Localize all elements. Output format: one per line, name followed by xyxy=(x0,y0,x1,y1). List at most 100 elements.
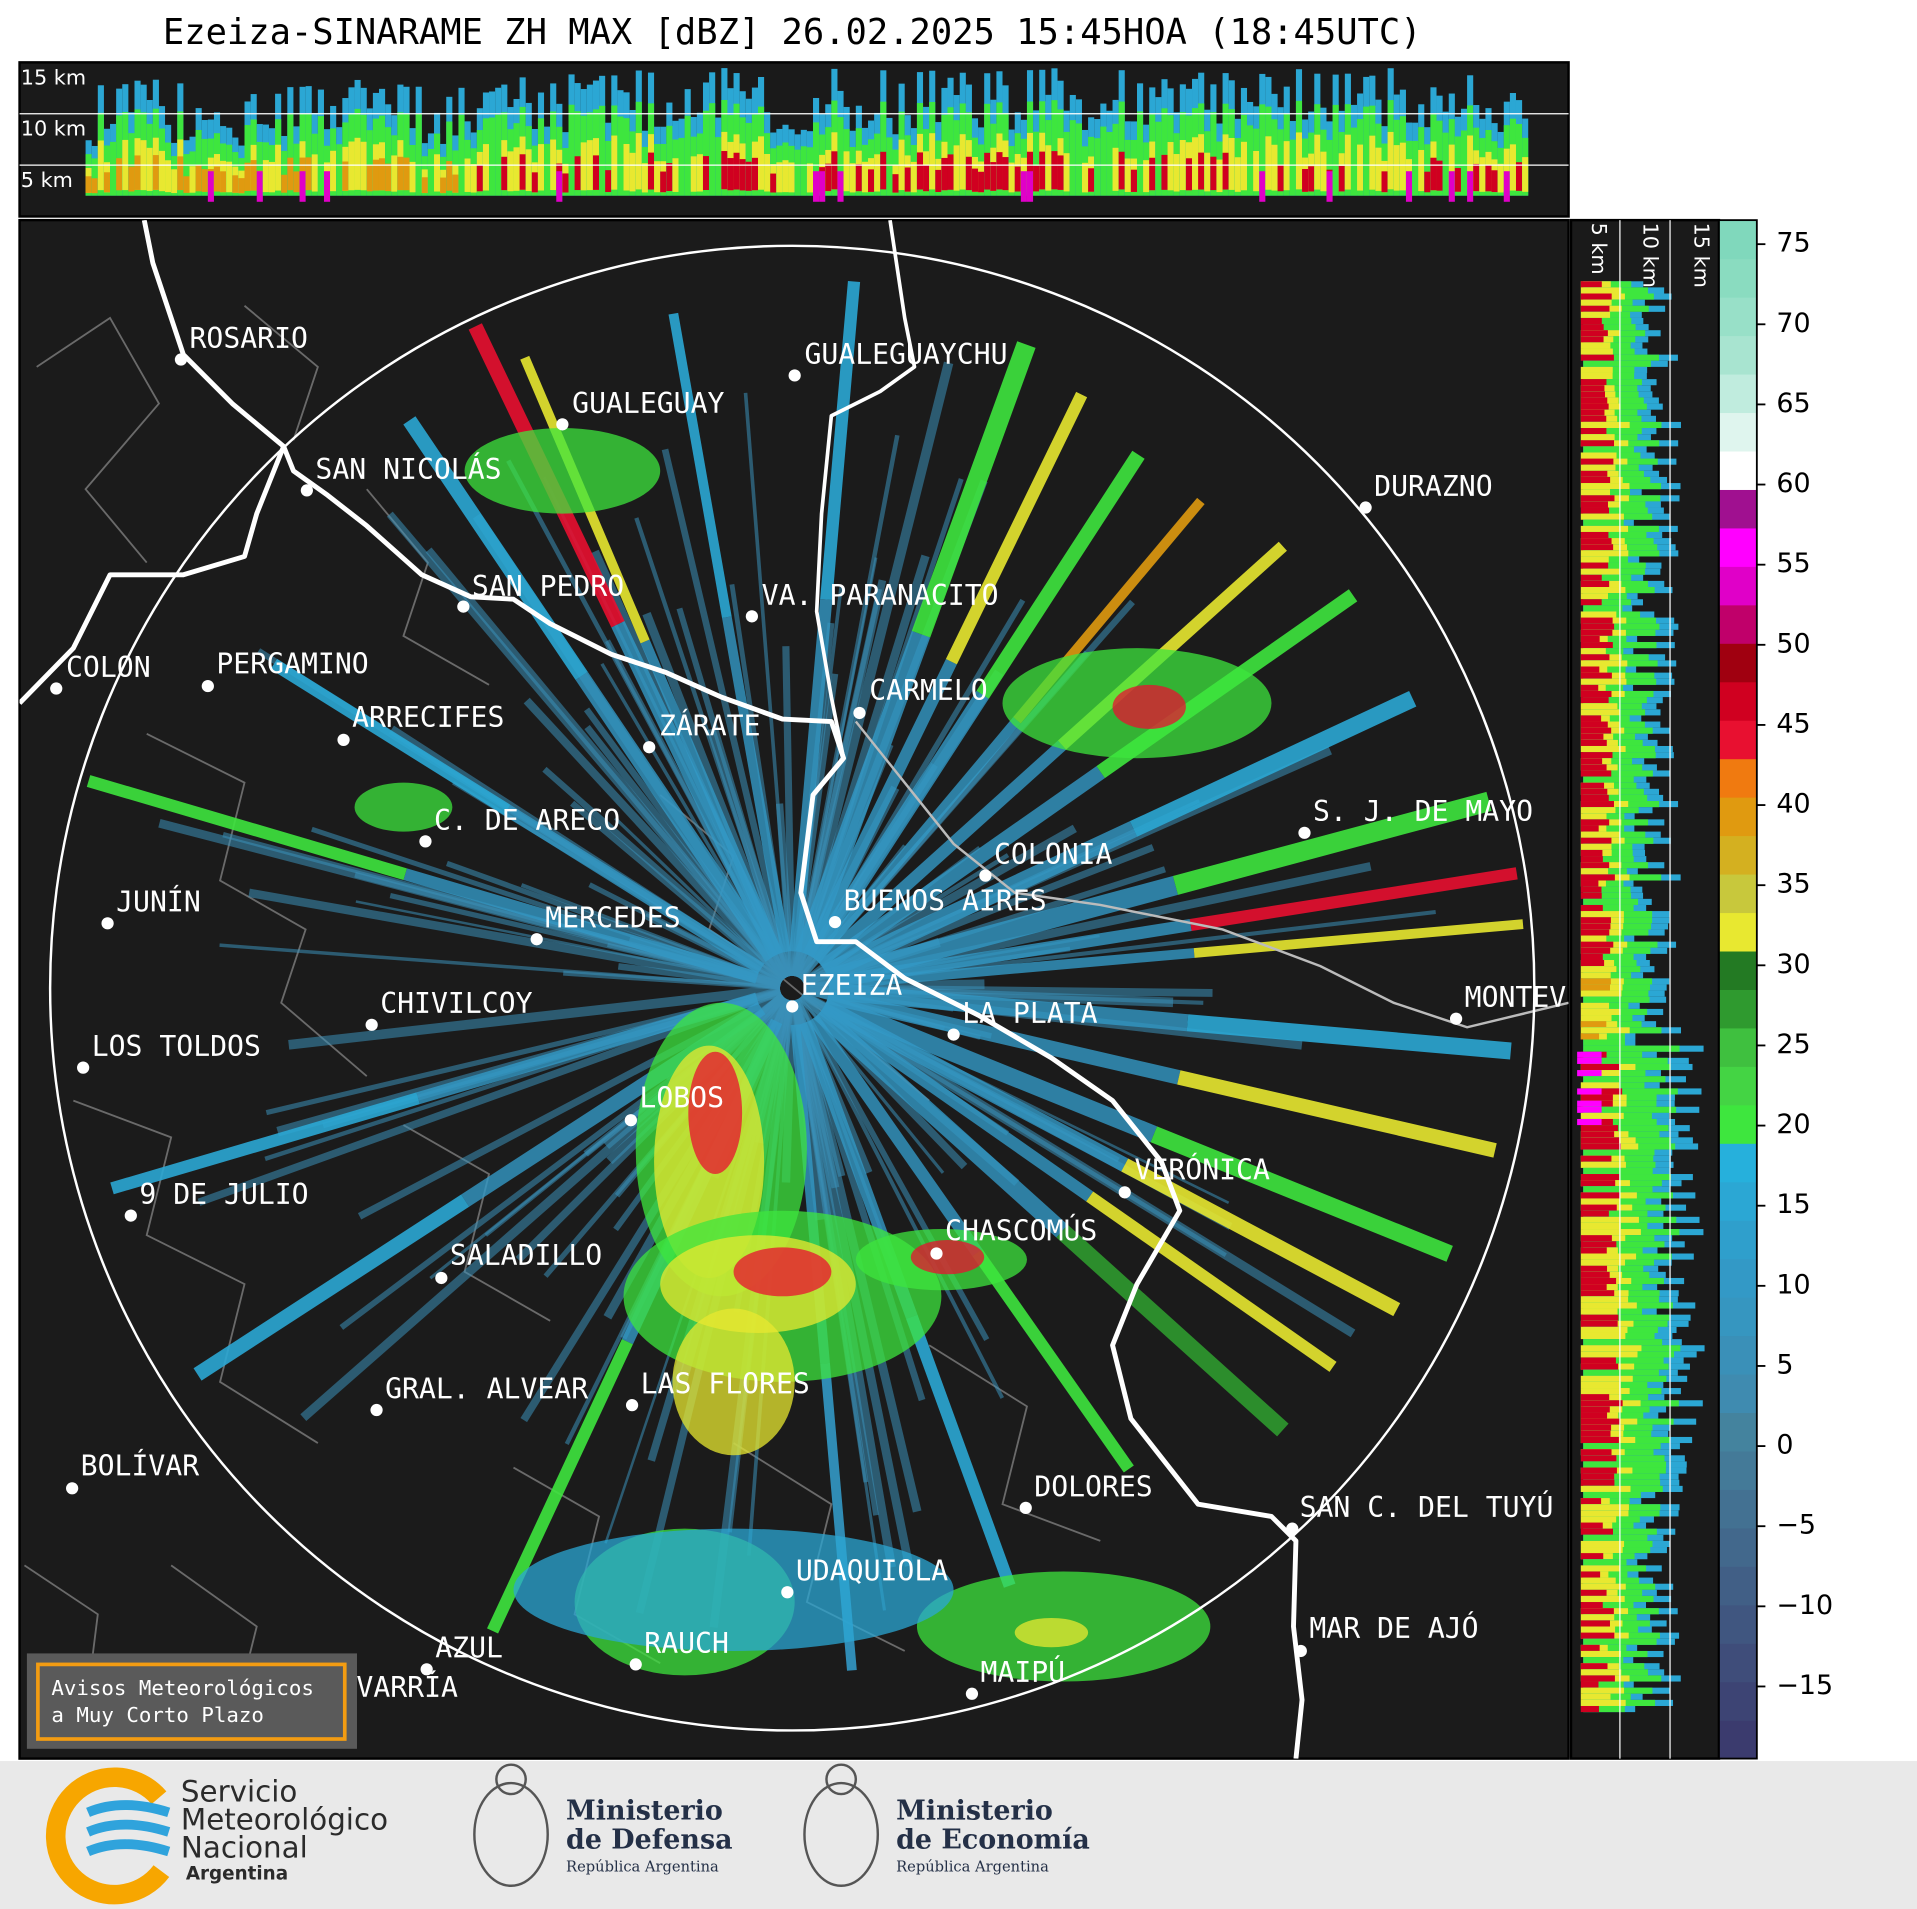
section-echo xyxy=(953,145,960,191)
section-echo xyxy=(342,161,349,191)
colorbar-band xyxy=(1718,604,1757,644)
city-label: LA PLATA xyxy=(962,997,1097,1030)
section-echo xyxy=(1580,1449,1612,1456)
city-label: JUNÍN xyxy=(116,885,201,919)
city-label: UDAQUIOLA xyxy=(796,1555,948,1588)
radar-ray xyxy=(812,717,1021,964)
economia-logo: Ministerio de Economía República Argenti… xyxy=(803,1763,1090,1887)
section-echo xyxy=(1580,849,1603,857)
section-echo xyxy=(397,156,404,191)
top-section-label: 15 km xyxy=(21,65,86,89)
city-marker xyxy=(1294,1644,1307,1658)
section-echo xyxy=(1580,1296,1629,1303)
section-echo xyxy=(1580,342,1611,349)
section-echo xyxy=(1583,574,1632,581)
section-echo xyxy=(1583,1314,1670,1321)
section-echo xyxy=(201,169,208,192)
section-echo xyxy=(776,162,783,193)
notice-frame[interactable] xyxy=(36,1662,347,1741)
section-echo xyxy=(941,157,948,191)
section-echo xyxy=(825,163,832,192)
colorbar-band xyxy=(1718,258,1757,298)
section-echo xyxy=(1580,415,1607,422)
section-echo xyxy=(1583,428,1642,435)
colorbar-band xyxy=(1718,412,1757,452)
section-echo xyxy=(1289,139,1296,196)
section-echo xyxy=(91,158,98,196)
section-echo xyxy=(336,144,343,196)
section-echo xyxy=(1580,745,1626,753)
section-echo xyxy=(1442,132,1449,196)
section-echo xyxy=(1118,101,1125,196)
section-echo xyxy=(1583,1705,1625,1713)
section-echo xyxy=(1580,1259,1626,1266)
section-echo xyxy=(635,133,642,190)
section-echo xyxy=(1580,1669,1622,1676)
section-echo xyxy=(1580,366,1613,373)
city-label: BUENOS AIRES xyxy=(844,885,1047,918)
city-marker xyxy=(530,933,543,946)
radar-ray xyxy=(1193,919,1524,958)
notice-text[interactable]: Avisos Meteorológicos xyxy=(51,1676,314,1700)
section-echo xyxy=(1259,104,1266,196)
storm-cell xyxy=(688,1051,743,1175)
section-echo xyxy=(935,169,942,192)
section-echo xyxy=(800,146,807,196)
section-echo xyxy=(1210,156,1217,191)
radar-ray xyxy=(945,391,1088,665)
ministry-name: Ministerio xyxy=(566,1795,723,1826)
section-echo xyxy=(1580,917,1611,924)
section-echo xyxy=(1467,135,1474,190)
section-echo xyxy=(1583,1657,1624,1664)
section-echo xyxy=(1580,807,1616,814)
colorbar-band xyxy=(1718,1527,1757,1567)
section-echo xyxy=(1580,960,1605,967)
ministry-name: de Economía xyxy=(896,1825,1090,1856)
section-echo xyxy=(330,150,337,192)
radar-ray xyxy=(1086,1191,1337,1372)
section-echo xyxy=(1580,648,1606,655)
city-label: LOS TOLDOS xyxy=(92,1030,261,1063)
radar-ray xyxy=(815,740,1067,969)
section-echo xyxy=(287,157,294,191)
section-echo xyxy=(1583,1076,1666,1083)
ministry-country: República Argentina xyxy=(566,1858,719,1875)
city-marker xyxy=(124,1209,137,1222)
section-echo xyxy=(1580,1155,1612,1162)
section-echo xyxy=(1580,856,1603,863)
section-echo xyxy=(1399,142,1406,191)
storm-cell xyxy=(910,1240,985,1275)
section-echo xyxy=(305,113,312,196)
section-echo xyxy=(1580,525,1629,532)
section-echo xyxy=(1580,837,1612,844)
section-echo xyxy=(1460,130,1468,196)
city-marker xyxy=(1286,1522,1299,1535)
section-echo xyxy=(1580,1008,1621,1016)
smn-logo-waves xyxy=(86,1800,171,1857)
section-echo xyxy=(1580,379,1607,386)
radar-ray xyxy=(1056,1224,1289,1437)
section-echo xyxy=(1577,1051,1602,1058)
section-echo xyxy=(1580,317,1602,325)
section-echo xyxy=(1580,1351,1638,1358)
section-echo xyxy=(323,171,331,202)
city-marker xyxy=(1359,501,1372,514)
notice-text[interactable]: a Muy Corto Plazo xyxy=(51,1703,264,1727)
colorbar-band xyxy=(1718,450,1757,490)
section-echo xyxy=(495,114,502,196)
top-section-label: 5 km xyxy=(21,168,73,192)
section-echo xyxy=(1580,813,1607,820)
city-marker xyxy=(979,869,992,882)
colorbar-band xyxy=(1718,489,1757,529)
section-echo xyxy=(678,137,685,196)
section-echo xyxy=(1580,562,1609,569)
section-echo xyxy=(1583,562,1646,569)
section-echo xyxy=(348,141,355,191)
section-echo xyxy=(1580,593,1608,600)
section-echo xyxy=(470,164,477,193)
section-echo xyxy=(1234,157,1241,192)
section-echo xyxy=(238,178,245,194)
colorbar-tick-label: 65 xyxy=(1776,388,1810,419)
section-echo xyxy=(1580,733,1604,740)
colorbar-tick-label: 60 xyxy=(1776,468,1810,499)
